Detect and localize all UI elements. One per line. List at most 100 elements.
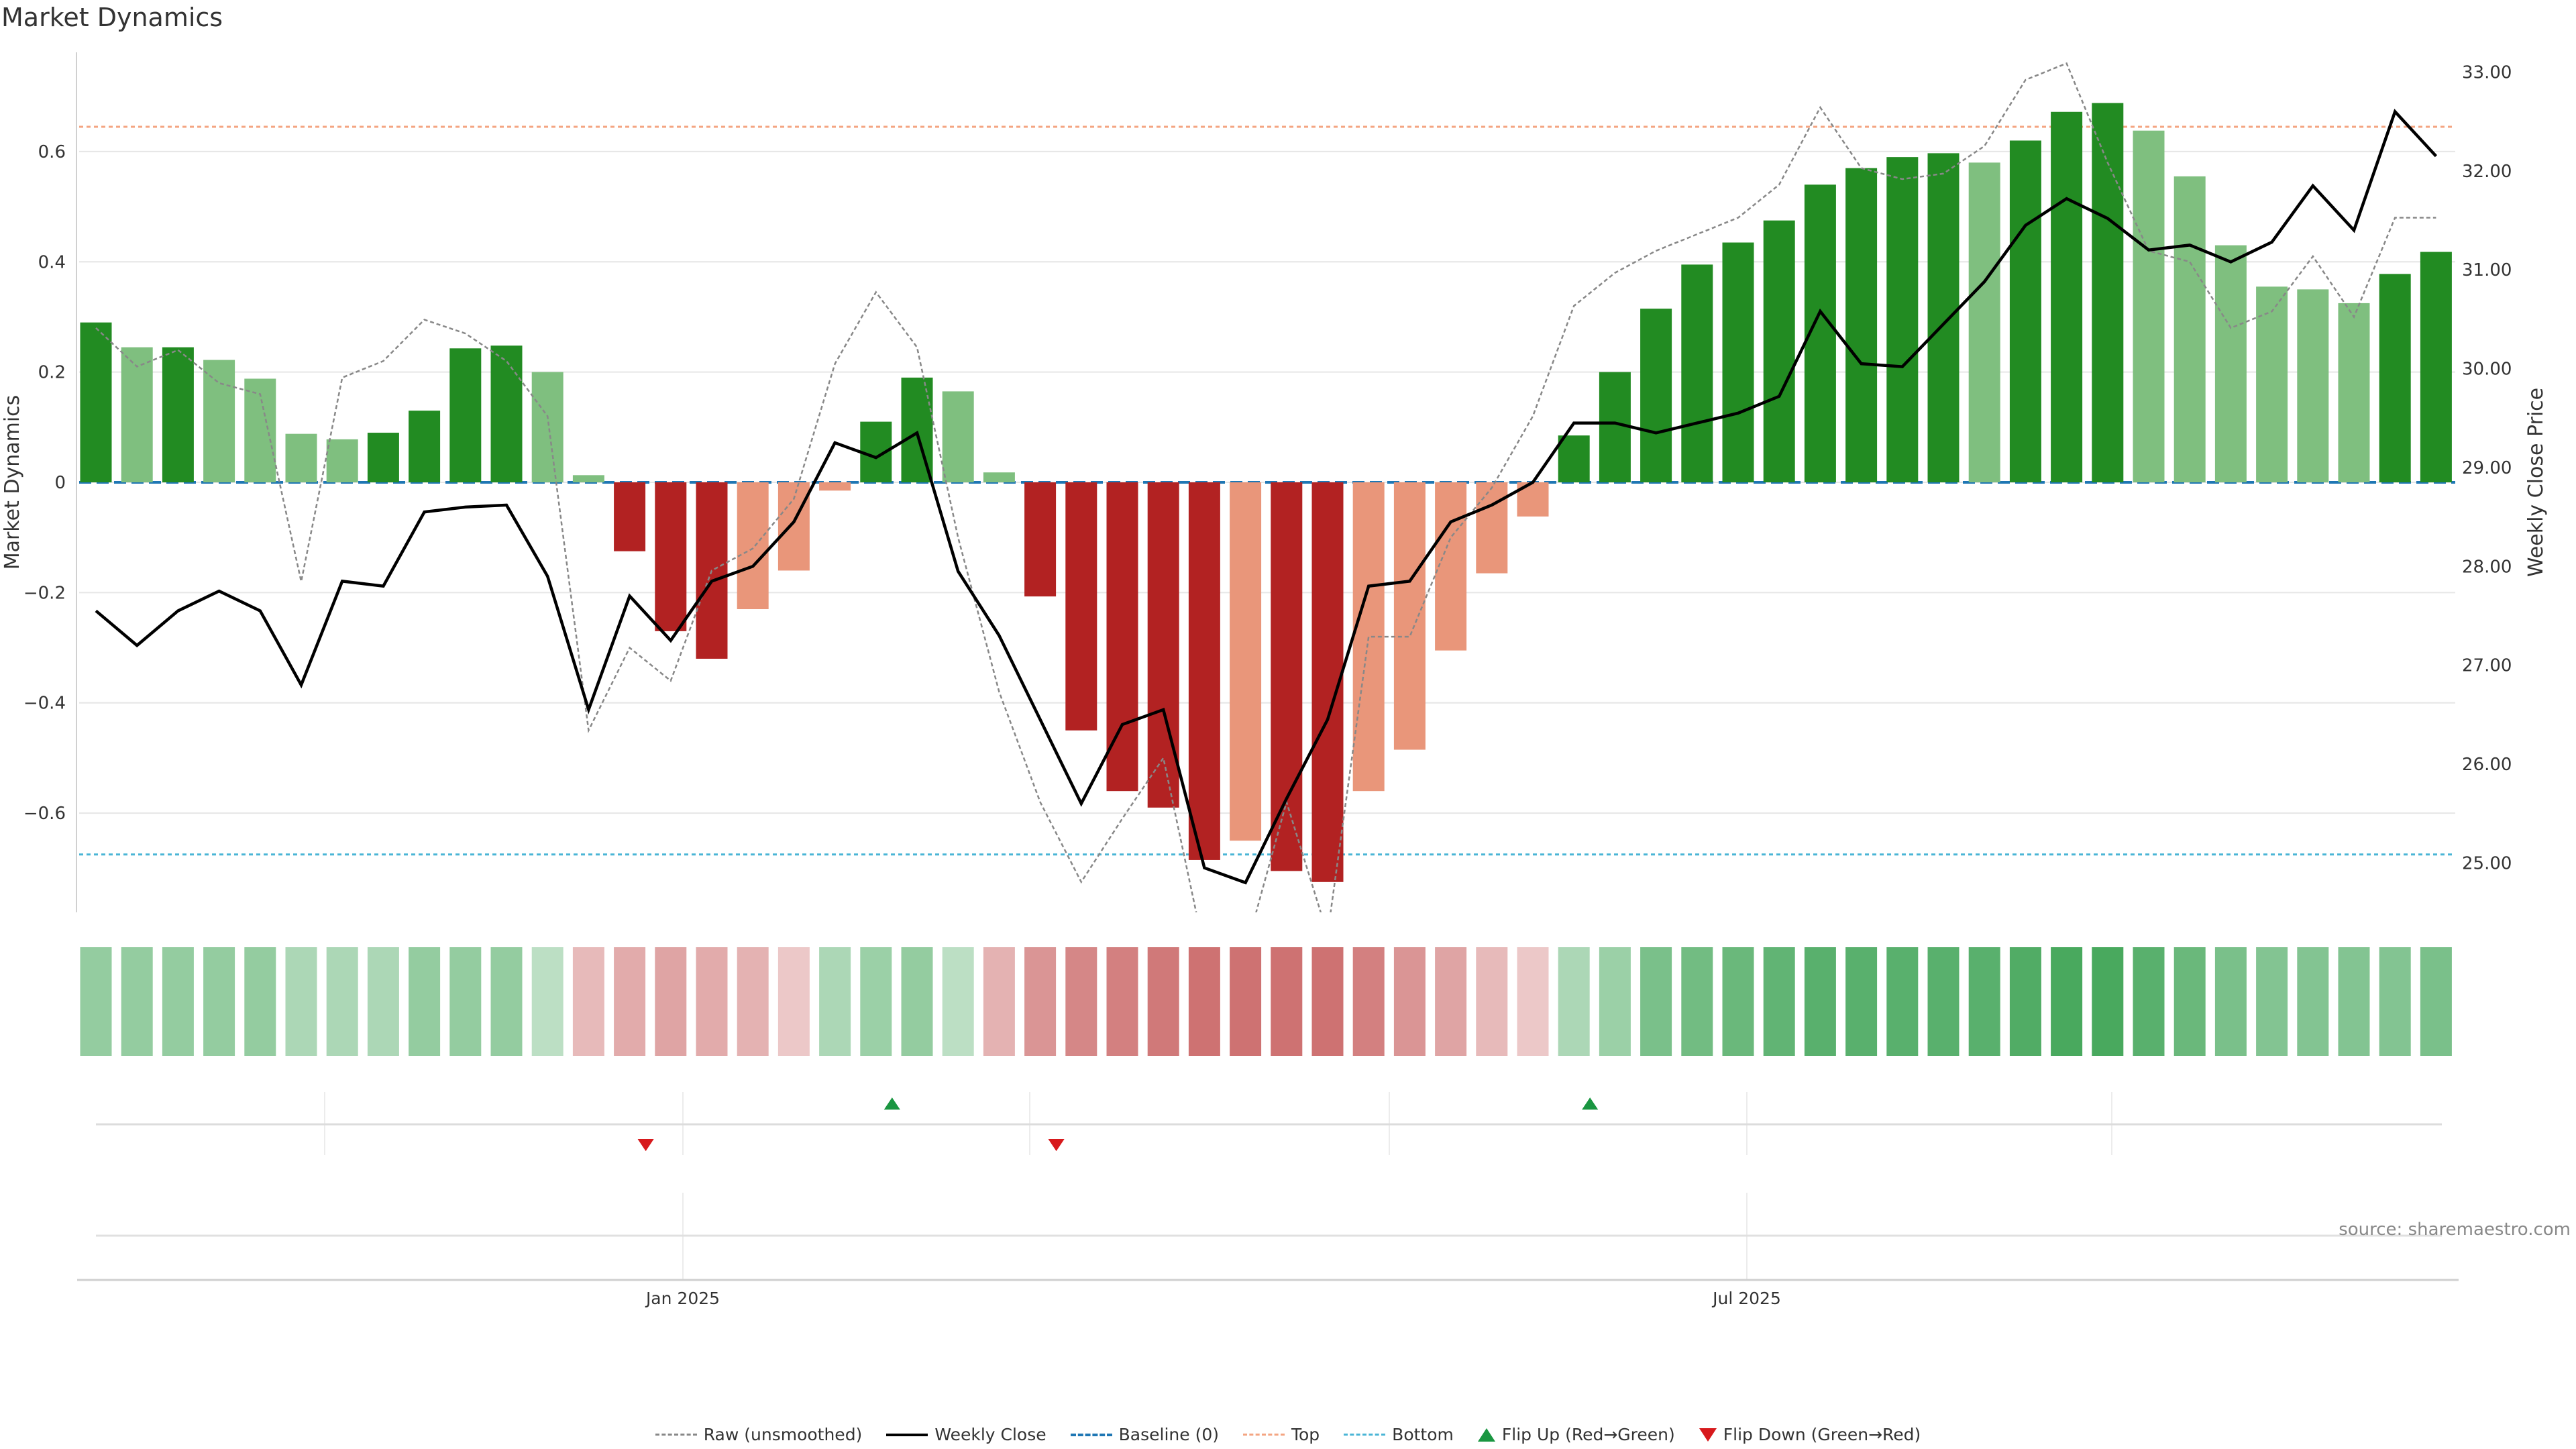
dynamics-bar bbox=[2379, 274, 2411, 482]
intensity-cell bbox=[1804, 947, 1836, 1056]
y-tick-label: −0.4 bbox=[23, 694, 66, 714]
intensity-cell bbox=[1927, 947, 1960, 1056]
intensity-cell bbox=[1352, 947, 1385, 1056]
y2-tick-label: 31.00 bbox=[2462, 260, 2512, 280]
intensity-cell bbox=[1393, 947, 1426, 1056]
dynamics-bar bbox=[2174, 176, 2206, 482]
flip-down-icon bbox=[1048, 1139, 1065, 1151]
intensity-cell bbox=[1065, 947, 1097, 1056]
intensity-cell bbox=[942, 947, 974, 1056]
y2-tick-label: 26.00 bbox=[2462, 755, 2512, 775]
dynamics-bar bbox=[1640, 309, 1672, 482]
dynamics-bar bbox=[2009, 140, 2041, 482]
y2-tick-label: 32.00 bbox=[2462, 162, 2512, 182]
dynamics-bar bbox=[1886, 157, 1919, 482]
intensity-cell bbox=[1722, 947, 1754, 1056]
legend-label-bottom: Bottom bbox=[1392, 1425, 1454, 1444]
dynamics-bars bbox=[80, 103, 2452, 882]
x-tick-label: Jul 2025 bbox=[1711, 1289, 1781, 1308]
intensity-cell bbox=[572, 947, 604, 1056]
dynamics-bar bbox=[1106, 482, 1138, 792]
intensity-cell bbox=[1517, 947, 1549, 1056]
intensity-cell bbox=[1271, 947, 1303, 1056]
dynamics-bar bbox=[819, 482, 851, 491]
intensity-cell bbox=[2297, 947, 2329, 1056]
dynamics-bar bbox=[1558, 435, 1590, 482]
y-tick-label: 0.6 bbox=[38, 142, 66, 162]
dynamics-bar bbox=[449, 348, 482, 482]
intensity-cell bbox=[901, 947, 933, 1056]
dynamics-bar bbox=[2214, 245, 2247, 482]
intensity-cell bbox=[1311, 947, 1344, 1056]
flip-down-icon bbox=[637, 1139, 654, 1151]
flip-markers bbox=[96, 1092, 2442, 1155]
y-tick-label: 0.4 bbox=[38, 252, 66, 272]
legend-label-flip-down: Flip Down (Green→Red) bbox=[1723, 1425, 1921, 1444]
legend-swatch-bottom bbox=[1344, 1434, 1386, 1436]
dynamics-bar bbox=[1476, 482, 1508, 574]
dynamics-bar bbox=[2338, 303, 2370, 482]
intensity-cell bbox=[2420, 947, 2452, 1056]
dynamics-bar bbox=[1065, 482, 1097, 731]
dynamics-bar bbox=[1024, 482, 1057, 597]
legend-label-top: Top bbox=[1291, 1425, 1320, 1444]
dynamics-bar bbox=[983, 472, 1015, 482]
dynamics-bar bbox=[1599, 372, 1631, 482]
intensity-cell bbox=[244, 947, 276, 1056]
dynamics-bar bbox=[2051, 111, 2083, 482]
dynamics-bar bbox=[614, 482, 646, 551]
intensity-cell bbox=[490, 947, 523, 1056]
flip-up-icon bbox=[1582, 1097, 1599, 1110]
dynamics-bar bbox=[409, 411, 441, 482]
intensity-cell bbox=[2092, 947, 2124, 1056]
intensity-cell bbox=[409, 947, 441, 1056]
dynamics-bar bbox=[942, 391, 974, 482]
intensity-cell bbox=[983, 947, 1015, 1056]
intensity-cell bbox=[1681, 947, 1713, 1056]
legend-label-raw: Raw (unsmoothed) bbox=[703, 1425, 863, 1444]
dynamics-bar bbox=[80, 322, 112, 482]
legend-swatch-close bbox=[886, 1433, 928, 1436]
y2-tick-label: 27.00 bbox=[2462, 656, 2512, 676]
axes: 0.6 0.4 0.2 0 −0.2 −0.4 −0.6 33.00 32.00 31.00 30.… bbox=[1, 52, 2548, 912]
intensity-cell bbox=[2133, 947, 2165, 1056]
legend-swatch-raw bbox=[655, 1434, 697, 1436]
dynamics-bar bbox=[2297, 289, 2329, 482]
dynamics-bar bbox=[2420, 252, 2452, 482]
intensity-cell bbox=[655, 947, 687, 1056]
y2-tick-label: 33.00 bbox=[2462, 62, 2512, 83]
legend-swatch-top bbox=[1242, 1434, 1285, 1436]
source-credit: source: sharemaestro.com bbox=[2339, 1220, 2571, 1240]
dynamics-bar bbox=[737, 482, 769, 610]
y2-tick-label: 28.00 bbox=[2462, 557, 2512, 577]
y2-axis-title: Weekly Close Price bbox=[2524, 388, 2548, 577]
dynamics-bar bbox=[490, 345, 523, 482]
x-axis: Jan 2025 Jul 2025 bbox=[77, 1193, 2459, 1308]
intensity-cell bbox=[860, 947, 892, 1056]
flip-up-icon bbox=[883, 1097, 900, 1110]
intensity-cell bbox=[1886, 947, 1919, 1056]
intensity-cell bbox=[121, 947, 153, 1056]
intensity-cell bbox=[2379, 947, 2411, 1056]
legend-item-baseline: Baseline (0) bbox=[1070, 1425, 1219, 1444]
y-tick-label: 0 bbox=[54, 473, 66, 493]
dynamics-bar bbox=[572, 475, 604, 482]
dynamics-bar bbox=[1722, 242, 1754, 482]
dynamics-bar bbox=[655, 482, 687, 631]
dynamics-bar bbox=[1968, 162, 2000, 482]
dynamics-bar bbox=[326, 439, 358, 482]
legend-item-raw: Raw (unsmoothed) bbox=[655, 1425, 863, 1444]
intensity-strip bbox=[80, 947, 2452, 1056]
y-tick-label: −0.2 bbox=[23, 583, 66, 603]
dynamics-bar bbox=[1393, 482, 1426, 750]
intensity-cell bbox=[203, 947, 235, 1056]
y-tick-label: 0.2 bbox=[38, 363, 66, 383]
intensity-cell bbox=[80, 947, 112, 1056]
intensity-cell bbox=[777, 947, 810, 1056]
dynamics-bar bbox=[1188, 482, 1220, 860]
intensity-cell bbox=[2256, 947, 2288, 1056]
legend-item-top: Top bbox=[1242, 1425, 1320, 1444]
legend-item-flip-down: Flip Down (Green→Red) bbox=[1699, 1425, 1921, 1444]
dynamics-bar bbox=[1845, 168, 1878, 483]
